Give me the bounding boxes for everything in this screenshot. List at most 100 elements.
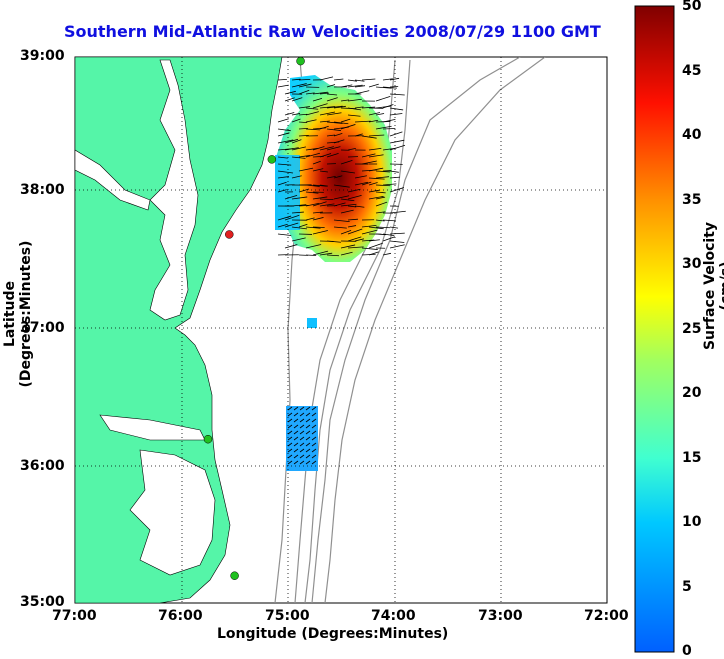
velocity-arrow	[361, 229, 378, 235]
velocity-arrow	[340, 160, 353, 165]
velocity-arrow	[333, 78, 344, 81]
velocity-arrow	[284, 244, 298, 249]
velocity-arrow	[333, 133, 343, 137]
y-tick: 36:00	[20, 458, 65, 474]
velocity-arrow	[312, 91, 328, 95]
velocity-arrow	[277, 215, 292, 221]
velocity-arrow	[299, 424, 305, 429]
velocity-arrow	[305, 430, 311, 435]
velocity-arrow	[311, 430, 317, 435]
velocity-arrow	[298, 106, 310, 109]
velocity-arrow	[368, 134, 385, 137]
velocity-arrow	[389, 210, 406, 214]
velocity-arrow	[354, 133, 363, 137]
velocity-arrow	[354, 106, 364, 109]
velocity-arrow	[291, 97, 303, 102]
velocity-arrow	[347, 79, 357, 82]
velocity-arrow	[312, 201, 327, 207]
colorbar-tick: 50	[682, 0, 702, 14]
velocity-arrow	[368, 195, 384, 200]
velocity-arrow	[312, 103, 328, 109]
velocity-arrow	[319, 153, 332, 158]
velocity-arrow	[312, 160, 321, 165]
velocity-arrow	[284, 222, 299, 228]
velocity-arrow	[287, 448, 293, 453]
velocity-arrow	[311, 460, 317, 465]
velocity-arrow	[340, 251, 353, 256]
colorbar-tick: 15	[682, 450, 702, 466]
x-tick: 77:00	[52, 608, 97, 624]
velocity-arrow	[291, 78, 301, 81]
velocity-arrow	[319, 198, 334, 201]
velocity-arrow	[293, 454, 299, 459]
velocity-arrow	[319, 106, 336, 109]
velocity-arrow	[326, 152, 339, 158]
velocity-arrow	[326, 93, 338, 96]
velocity-arrow	[347, 107, 362, 111]
velocity-arrow	[291, 118, 301, 123]
y-tick: 35:00	[20, 594, 65, 610]
velocity-arrow	[284, 214, 300, 221]
velocity-arrow	[277, 170, 294, 174]
velocity-arrow	[347, 114, 361, 117]
velocity-arrow	[293, 430, 299, 435]
velocity-arrow	[305, 202, 320, 207]
velocity-arrow	[291, 83, 307, 88]
velocity-arrow	[361, 160, 377, 165]
velocity-arrow	[389, 170, 399, 173]
velocity-arrow	[305, 448, 311, 453]
colorbar-tick: 45	[682, 63, 702, 79]
colorbar-tick: 25	[682, 321, 702, 337]
velocity-arrow	[287, 460, 293, 465]
station-marker	[225, 230, 234, 239]
velocity-arrow	[382, 128, 396, 130]
velocity-arrow	[277, 181, 287, 186]
velocity-arrow	[333, 139, 345, 144]
y-tick: 39:00	[20, 48, 65, 64]
velocity-arrow	[361, 153, 376, 158]
velocity-arrow	[305, 442, 311, 447]
velocity-arrow	[389, 139, 405, 144]
velocity-arrow	[298, 223, 308, 228]
velocity-arrow	[375, 125, 392, 130]
velocity-arrow	[375, 196, 386, 200]
colorbar-tick: 35	[682, 192, 702, 208]
velocity-arrow	[291, 175, 302, 179]
velocity-arrow	[299, 442, 305, 447]
velocity-arrow	[298, 78, 311, 81]
grid-lines	[75, 57, 607, 603]
velocity-arrow	[389, 187, 405, 193]
velocity-arrow	[298, 121, 308, 124]
velocity-arrow	[305, 244, 322, 249]
velocity-arrow	[291, 237, 306, 242]
velocity-arrow	[287, 418, 293, 423]
velocity-arrow	[299, 418, 305, 423]
velocity-arrow	[284, 97, 295, 102]
velocity-arrow	[375, 184, 391, 187]
velocity-arrow	[293, 406, 299, 411]
velocity-arrow	[312, 226, 325, 228]
velocity-arrow	[277, 139, 294, 144]
station-marker	[296, 57, 305, 66]
velocity-arrow	[284, 138, 299, 144]
velocity-arrow	[277, 132, 290, 137]
velocity-arrow	[305, 148, 318, 151]
velocity-arrow	[277, 78, 287, 81]
velocity-arrow	[284, 90, 296, 95]
velocity-arrow	[312, 196, 328, 200]
velocity-arrow	[291, 113, 301, 116]
velocity-arrow	[340, 99, 350, 102]
velocity-arrow	[333, 121, 349, 125]
velocity-arrow	[312, 250, 329, 256]
velocity-arrow	[312, 211, 323, 214]
y-axis-label: Latitude (Degrees:Minutes)	[2, 240, 34, 388]
velocity-arrow	[326, 254, 340, 257]
velocity-arrow	[375, 201, 388, 207]
velocity-arrow	[368, 182, 378, 186]
velocity-arrow	[375, 96, 391, 102]
velocity-arrow	[354, 85, 366, 88]
velocity-arrow	[326, 112, 342, 116]
station-marker	[203, 434, 213, 444]
velocity-arrow	[389, 86, 399, 88]
velocity-arrow	[333, 226, 347, 229]
